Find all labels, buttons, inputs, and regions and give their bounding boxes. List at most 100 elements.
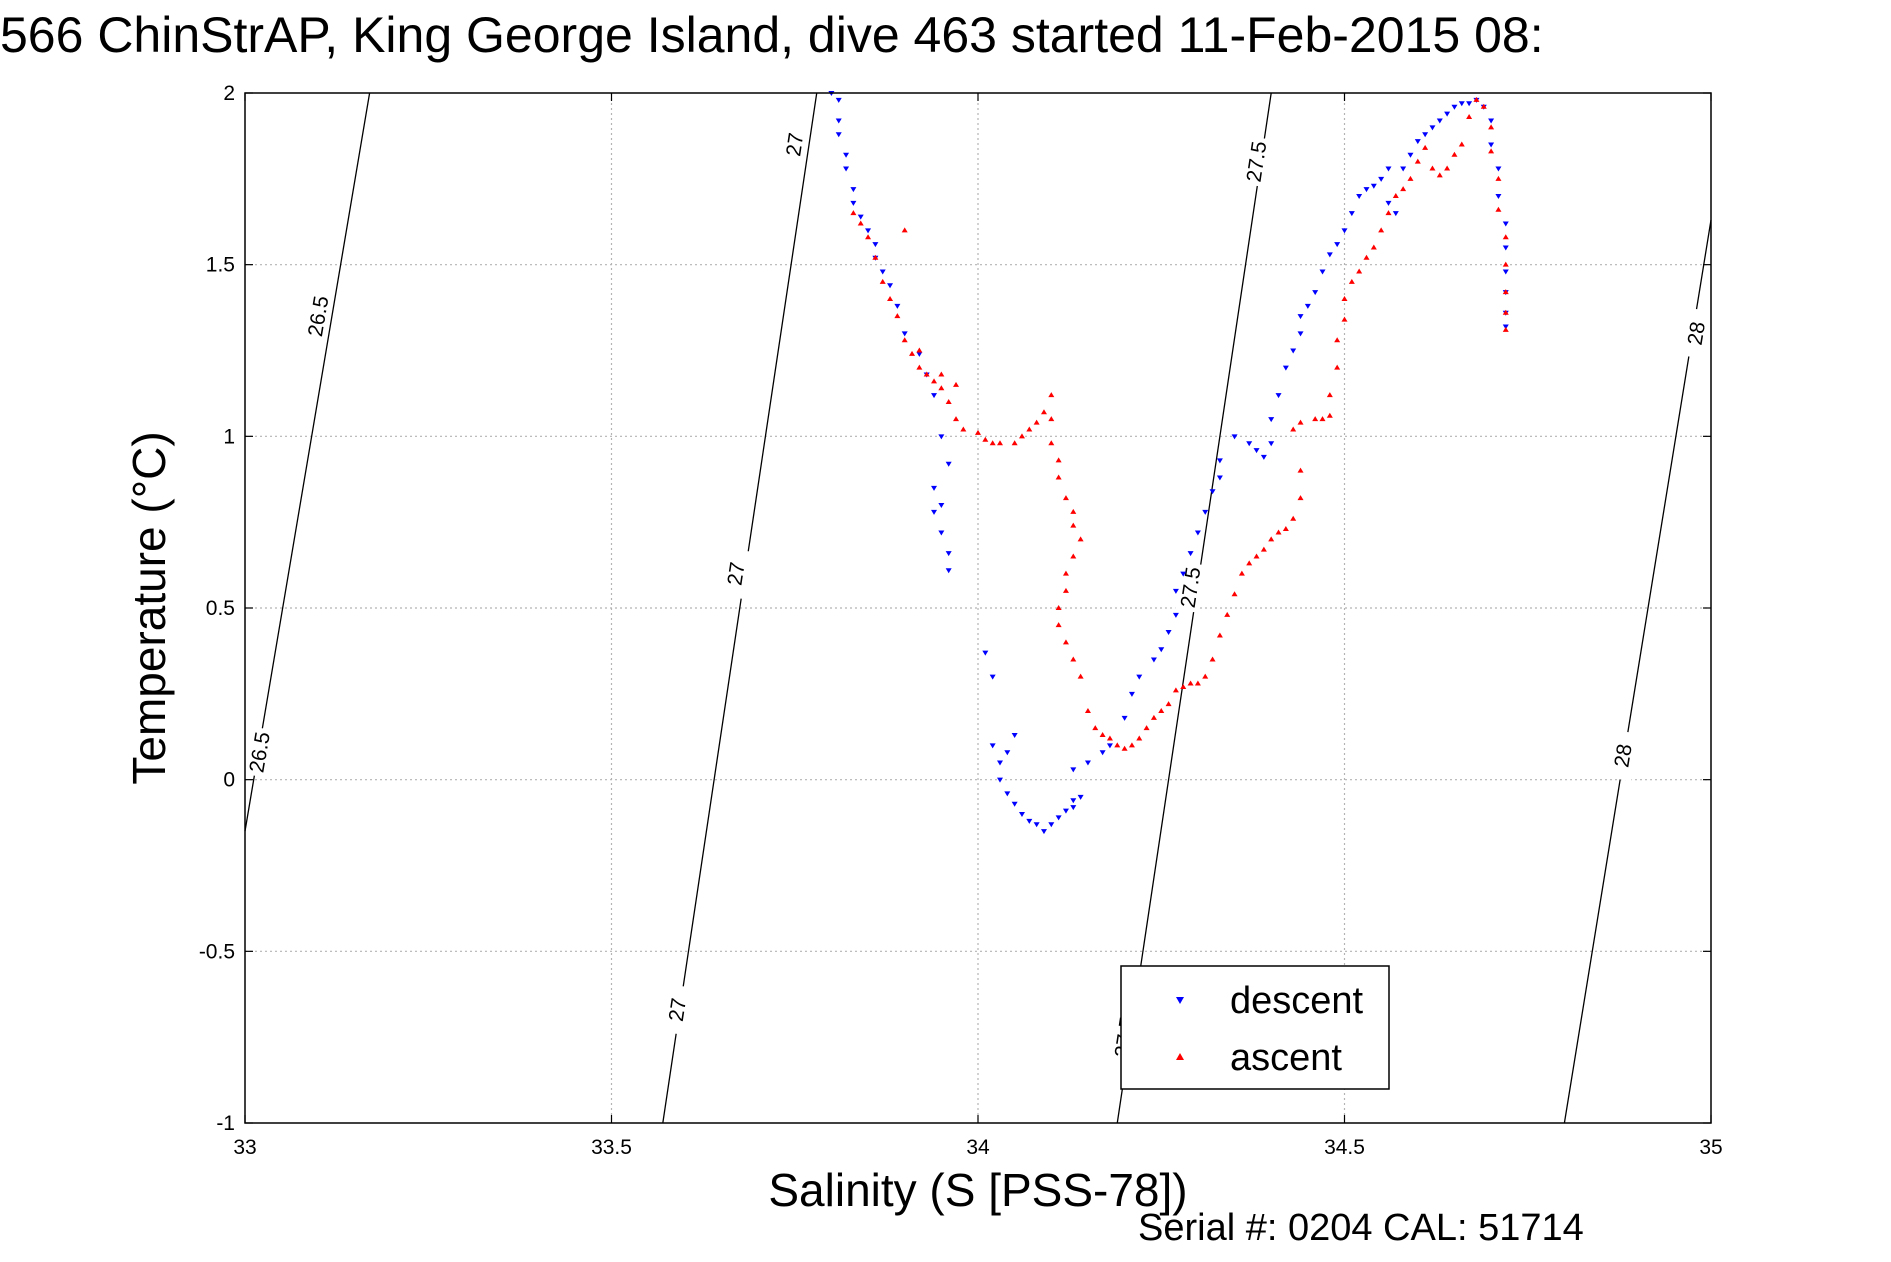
descent-point: [945, 568, 952, 574]
descent-point: [1018, 812, 1025, 817]
descent-point: [1209, 489, 1216, 495]
ascent-point: [909, 350, 916, 356]
ascent-point: [1502, 261, 1509, 267]
descent-point: [1429, 125, 1436, 131]
ascent-point: [1055, 622, 1062, 628]
legend-descent-label: descent: [1230, 980, 1364, 1022]
ascent-point: [1436, 172, 1443, 178]
ascent-point: [1048, 416, 1055, 422]
descent-point: [1070, 805, 1077, 811]
ascent-point: [1466, 114, 1473, 120]
ascent-point: [1106, 735, 1113, 741]
ascent-point: [1033, 419, 1040, 425]
ascent-point: [916, 364, 923, 370]
ascent-point: [1363, 254, 1370, 260]
descent-point: [1444, 111, 1451, 117]
descent-point: [879, 269, 886, 275]
descent-point: [1451, 104, 1458, 110]
ascent-point: [1422, 144, 1429, 150]
ascent-point: [1202, 673, 1209, 679]
ascent-point: [1084, 708, 1091, 713]
descent-point: [1392, 211, 1399, 217]
ascent-point: [1297, 495, 1304, 501]
descent-point: [938, 530, 945, 536]
descent-point: [1246, 441, 1253, 447]
descent-point: [843, 152, 850, 158]
descent-point: [931, 485, 938, 491]
descent-point: [1495, 166, 1502, 172]
descent-point: [1407, 152, 1414, 158]
ascent-point: [1334, 364, 1341, 370]
descent-point: [916, 351, 923, 357]
ascent-point: [938, 385, 945, 391]
ascent-point: [1238, 570, 1245, 576]
ascent-point: [996, 440, 1003, 446]
ascent-point: [1297, 467, 1304, 473]
ascent-point: [901, 227, 908, 233]
y-tick-label: 2: [223, 82, 235, 105]
contour-label: 28: [1684, 320, 1710, 347]
ascent-point: [1378, 227, 1385, 233]
ascent-point: [1356, 268, 1363, 274]
ascent-point: [1488, 124, 1495, 130]
descent-point: [1194, 530, 1201, 536]
ascent-point: [1224, 611, 1231, 617]
descent-point: [872, 242, 879, 248]
descent-point: [1260, 454, 1267, 460]
descent-point: [1356, 194, 1363, 199]
descent-point: [835, 132, 842, 138]
descent-point: [1341, 228, 1348, 234]
ascent-point: [1473, 96, 1480, 102]
descent-point: [1275, 393, 1282, 399]
descent-point: [1297, 314, 1304, 320]
descent-point: [1062, 808, 1069, 814]
ascent-point: [894, 313, 901, 319]
x-tick-label: 33: [233, 1136, 256, 1159]
descent-point: [1077, 794, 1084, 800]
grid-lines: [245, 93, 1711, 1123]
ascent-point: [850, 210, 857, 216]
ascent-point: [1040, 409, 1047, 415]
contour-label: 27: [665, 997, 691, 1024]
contour-label-bg: [243, 726, 276, 778]
ascent-point: [1150, 714, 1157, 720]
ascent-point: [1070, 522, 1077, 528]
ascent-point: [1187, 680, 1194, 686]
descent-point: [1231, 434, 1238, 440]
legend: descent ascent: [1120, 965, 1390, 1090]
descent-point: [1334, 242, 1341, 248]
ascent-point: [1070, 508, 1077, 514]
ascent-point: [865, 234, 872, 240]
x-axis-label: Salinity (S [PSS-78]): [768, 1164, 1187, 1216]
ascent-point: [1143, 725, 1150, 731]
ascent-point: [1488, 148, 1495, 154]
ascent-point: [1458, 141, 1465, 147]
descent-point: [982, 650, 989, 656]
descent-point: [1290, 348, 1297, 354]
descent-point: [1216, 458, 1223, 464]
ascent-point: [1070, 656, 1077, 662]
descent-point: [1488, 118, 1495, 124]
ascent-point: [1400, 186, 1407, 192]
contour-label-bg: [1607, 730, 1639, 782]
descent-point: [938, 434, 945, 440]
descent-point: [931, 509, 938, 515]
descent-point: [1084, 760, 1091, 766]
descent-point: [1040, 829, 1047, 835]
descent-point: [1106, 743, 1113, 749]
ascent-point: [1429, 165, 1436, 171]
ascent-point: [1282, 526, 1289, 532]
x-tick-label: 34: [966, 1136, 990, 1159]
contour-label-bg: [302, 290, 335, 342]
isopycnal-line: [244, 92, 371, 832]
descent-point: [1011, 733, 1018, 739]
ascent-point: [1048, 392, 1055, 398]
ascent-point: [1209, 656, 1216, 662]
descent-point: [1466, 101, 1473, 107]
descent-point: [1172, 612, 1179, 618]
descent-point: [1070, 798, 1077, 804]
descent-point: [1414, 139, 1421, 145]
ascent-point: [1326, 392, 1333, 398]
legend-ascent-marker: [1176, 1053, 1184, 1060]
